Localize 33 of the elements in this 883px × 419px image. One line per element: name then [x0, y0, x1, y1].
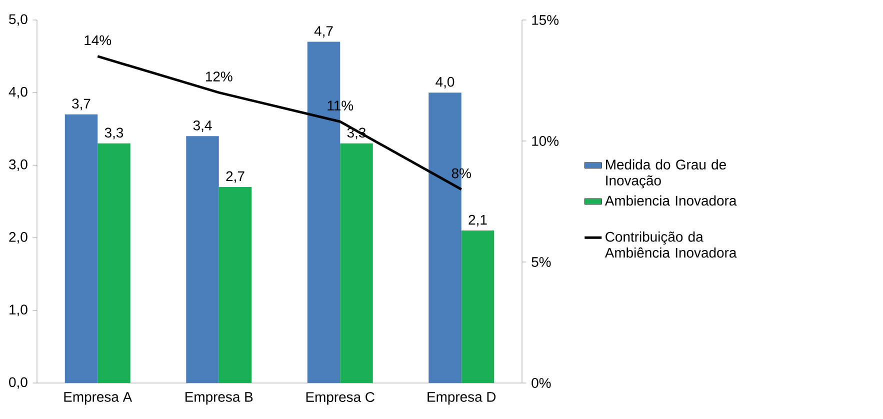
bar	[340, 143, 373, 383]
x-tick-label: Empresa A	[64, 392, 132, 405]
data-label: 12%	[206, 72, 232, 82]
data-label: 4,0	[436, 76, 454, 88]
legend-label: Ambiencia Inovadora	[604, 195, 737, 206]
bar	[64, 114, 98, 383]
data-label: 3,4	[193, 120, 212, 132]
data-label: 3,3	[104, 128, 124, 140]
y2-tick-label: 10%	[532, 136, 559, 146]
y-tick-label: 1,0	[10, 304, 28, 316]
legend-label: Medida do Grau de Inovação	[606, 159, 726, 188]
y2-tick-label: 0%	[532, 378, 551, 388]
legend-label: Contribuição da Ambiência Inovadora	[604, 232, 737, 258]
bar	[186, 136, 219, 383]
data-label: 2,1	[468, 214, 487, 226]
y-tick-label: 0,0	[9, 377, 28, 389]
y2-tick-label: 15%	[532, 15, 559, 25]
x-tick-label: Empresa B	[186, 392, 253, 405]
data-label: 8%	[452, 168, 471, 178]
data-label: 14%	[84, 35, 112, 46]
data-label: 2,7	[226, 171, 244, 183]
y-tick-label: 3,0	[9, 159, 28, 171]
bar	[461, 230, 494, 383]
data-label: 3,7	[72, 98, 90, 110]
y-tick-label: 2,0	[9, 232, 28, 244]
y2-tick-label: 5%	[532, 257, 551, 267]
y-tick-label: 5,0	[9, 14, 28, 26]
x-tick-label: Empresa C	[306, 392, 374, 405]
bar	[98, 143, 130, 383]
y-tick-label: 4,0	[8, 86, 28, 98]
data-label: 4,7	[314, 26, 333, 38]
bar	[218, 186, 252, 383]
x-tick-label: Empresa D	[428, 392, 496, 405]
